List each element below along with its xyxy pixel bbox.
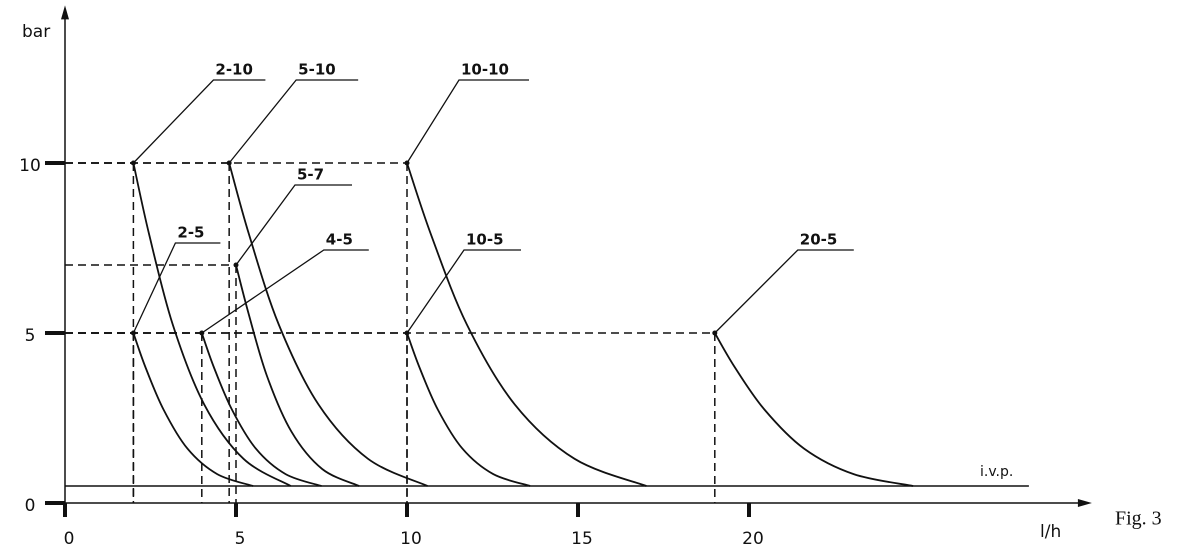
y-tick-label: 5 (25, 326, 36, 346)
leader-line (132, 79, 266, 164)
curve (132, 162, 292, 487)
x-tick-label: 10 (400, 529, 422, 549)
leader-line (235, 184, 352, 266)
curve (235, 264, 360, 487)
x-axis-label: l/h (1040, 522, 1061, 542)
series-label: 2-10 (215, 61, 253, 79)
x-tick-label: 0 (64, 529, 75, 549)
x-tick-label: 5 (235, 529, 246, 549)
series-label: 20-5 (800, 231, 838, 249)
series-label: 5-7 (297, 166, 324, 184)
leader-line (201, 249, 369, 334)
leader-line (228, 79, 359, 164)
leader-line (406, 79, 529, 164)
curve (406, 162, 647, 487)
reference-label: i.v.p. (980, 464, 1013, 480)
curve (406, 332, 531, 487)
leader-line (132, 242, 221, 334)
x-arrow (1077, 499, 1092, 507)
y-tick-label: 0 (25, 496, 36, 516)
series-label: 4-5 (326, 231, 353, 249)
series-label: 10-10 (461, 61, 509, 79)
curve (228, 162, 428, 487)
y-axis-label: bar (22, 22, 50, 42)
curve (714, 332, 914, 487)
curve (200, 332, 322, 487)
y-tick-label: 10 (19, 156, 41, 176)
series-label: 2-5 (177, 224, 204, 242)
leader-line (714, 249, 854, 334)
series-label: 10-5 (466, 231, 504, 249)
x-tick-label: 20 (742, 529, 764, 549)
y-arrow (61, 5, 69, 20)
x-tick-label: 15 (571, 529, 593, 549)
curve (132, 332, 254, 487)
series-label: 5-10 (298, 61, 336, 79)
caption: Fig. 3 (1115, 508, 1162, 530)
leader-line (406, 249, 521, 334)
